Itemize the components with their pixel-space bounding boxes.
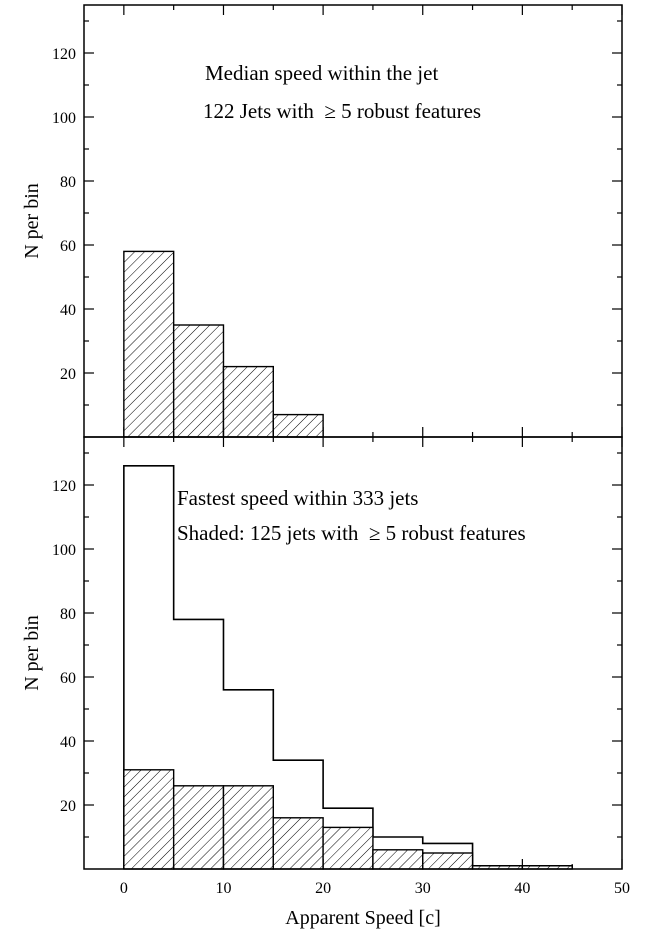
top-ytick-label-40: 40 — [60, 302, 76, 319]
top-yticks: 20 40 60 80 100 120 — [52, 20, 622, 406]
bottom-annotation-line-1: Fastest speed within 333 jets — [177, 486, 418, 510]
top-bar-hatched-2 — [222, 365, 274, 438]
top-ytick-label-80: 80 — [60, 174, 76, 191]
bottom-xtick-label-30: 30 — [415, 880, 431, 897]
bottom-bar-hatched-3 — [272, 817, 324, 870]
bottom-ytick-label-80: 80 — [60, 606, 76, 623]
bottom-y-axis-label: N per bin — [21, 615, 43, 691]
top-bar-hatched-0 — [123, 250, 175, 438]
bottom-bar-hatched-6 — [422, 852, 474, 870]
bottom-xtick-label-20: 20 — [315, 880, 331, 897]
top-bar-hatched-1 — [172, 324, 225, 438]
bottom-xtick-label-50: 50 — [614, 880, 630, 897]
bottom-bar-hatched-1 — [172, 785, 225, 870]
bottom-bar-hatched-4 — [322, 826, 374, 870]
top-ytick-label-60: 60 — [60, 238, 76, 255]
top-annotation-line-1: Median speed within the jet — [205, 61, 438, 85]
bottom-bar-hatched-2 — [222, 785, 274, 870]
bottom-panel: 20 40 60 80 100 120 0 10 20 30 40 50 N per bin Fas… — [21, 436, 630, 929]
bottom-ytick-label-20: 20 — [60, 798, 76, 815]
bottom-bar-hatched-0 — [123, 769, 175, 870]
top-annotation-line-2: 122 Jets with ≥ 5 robust features — [203, 99, 481, 123]
bottom-annotation-line-2: Shaded: 125 jets with ≥ 5 robust feature… — [177, 521, 526, 545]
bottom-xtick-label-40: 40 — [514, 880, 530, 897]
bottom-plot-frame — [83, 436, 623, 870]
top-ytick-label-120: 120 — [52, 46, 76, 63]
bottom-ytick-label-100: 100 — [52, 542, 76, 559]
top-y-axis-label: N per bin — [21, 183, 43, 259]
bottom-xtick-label-0: 0 — [120, 880, 128, 897]
bottom-bar-hatched-5 — [372, 849, 424, 870]
bottom-ytick-label-60: 60 — [60, 670, 76, 687]
top-bar-hatched-3 — [272, 413, 324, 438]
top-bars — [123, 250, 324, 438]
x-axis-label: Apparent Speed [c] — [285, 907, 441, 929]
bottom-ytick-label-40: 40 — [60, 734, 76, 751]
top-ytick-label-100: 100 — [52, 110, 76, 127]
top-panel: 20 40 60 80 100 120 N per bin Median speed wi… — [21, 4, 623, 438]
top-ytick-label-20: 20 — [60, 366, 76, 383]
bottom-ytick-label-120: 120 — [52, 478, 76, 495]
bottom-yticks: 20 40 60 80 100 120 — [52, 452, 622, 838]
bottom-xtick-label-10: 10 — [215, 880, 231, 897]
